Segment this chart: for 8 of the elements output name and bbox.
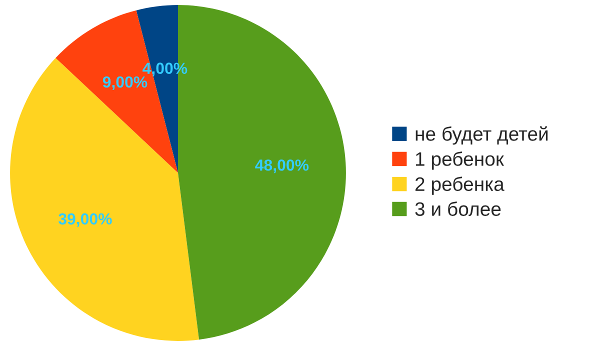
legend-label: 3 и более — [415, 202, 501, 216]
legend-label: 2 ребенка — [415, 176, 504, 195]
data-label: 9,00% — [102, 76, 148, 90]
legend-label: 1 ребенок — [416, 151, 504, 170]
pie-slice — [10, 58, 200, 341]
data-label: 48,00% — [255, 159, 309, 174]
data-label: 39,00% — [58, 213, 112, 227]
legend-label: не будет детей — [416, 126, 548, 145]
